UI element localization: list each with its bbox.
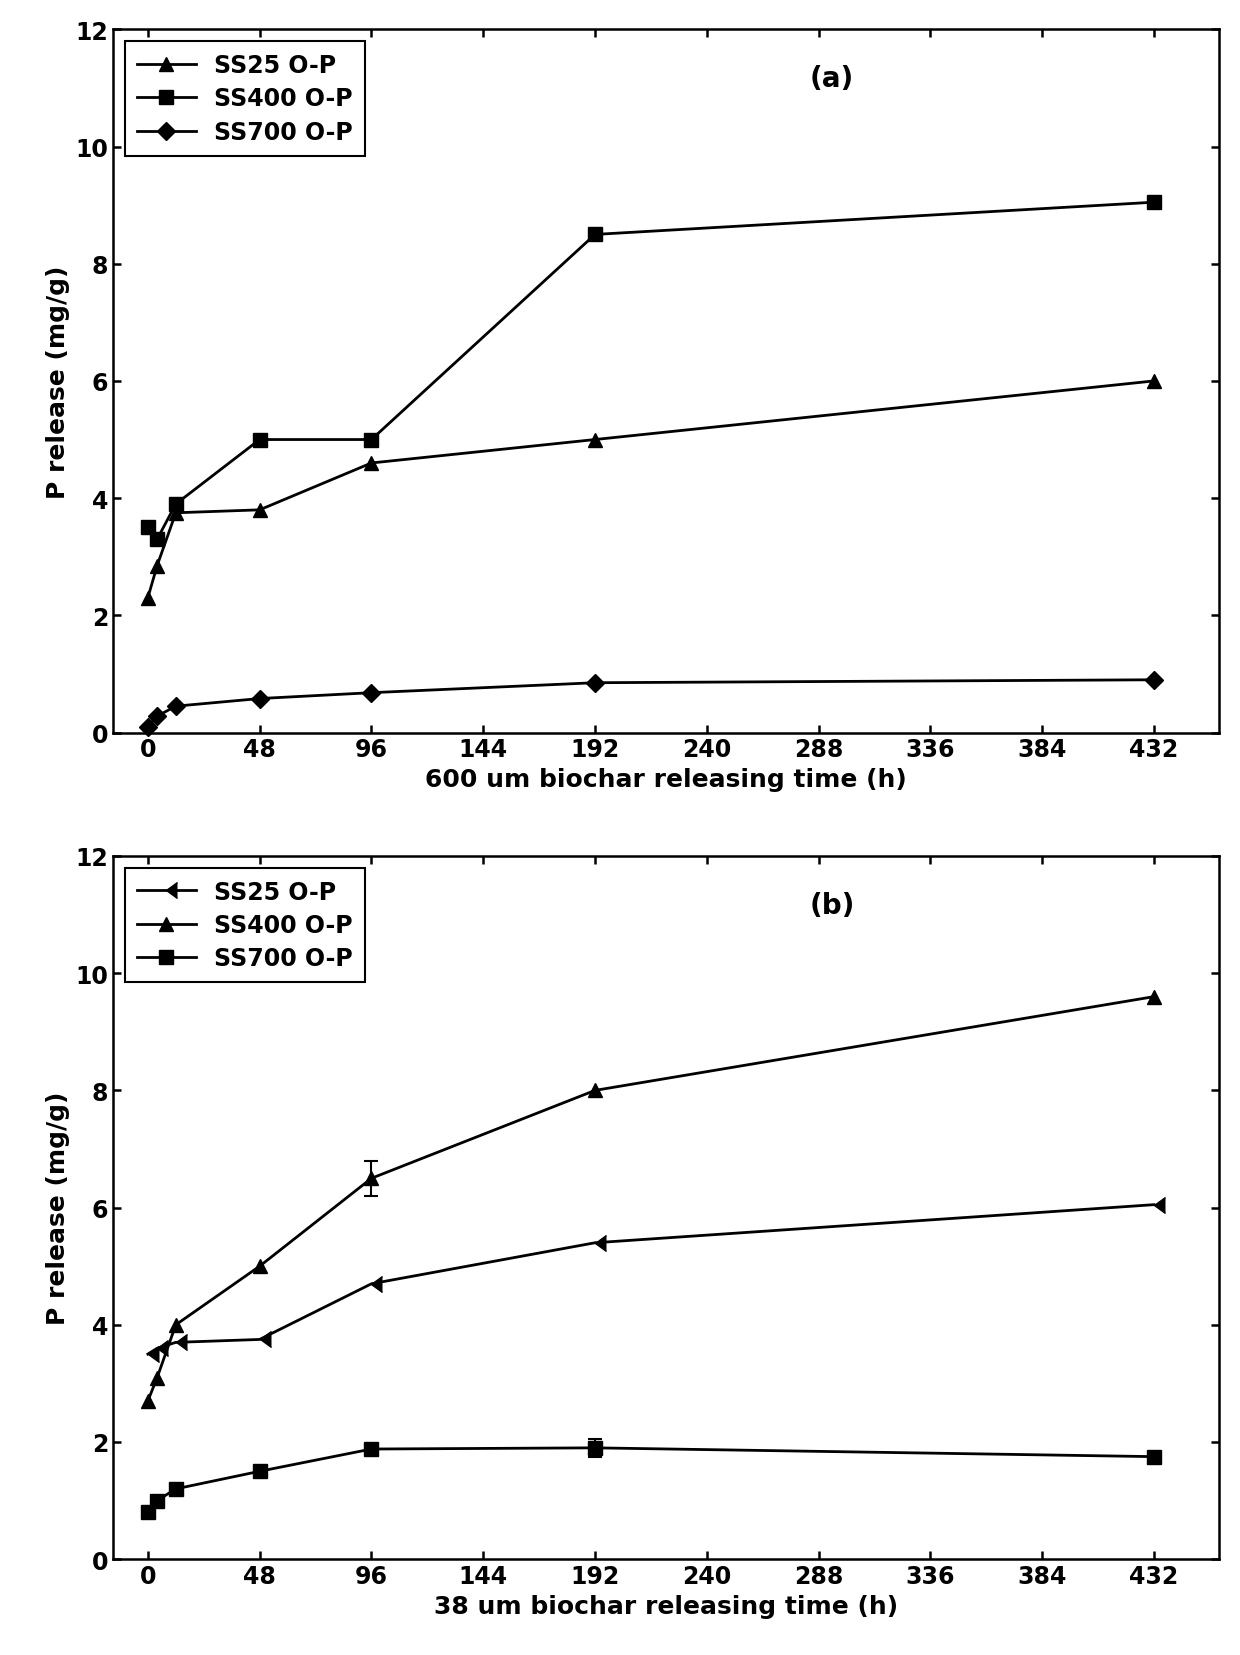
SS25 O-P <box>252 1329 267 1349</box>
SS25 O-P <box>588 1233 603 1253</box>
Line: SS700 O-P: SS700 O-P <box>141 1442 1161 1519</box>
SS400 O-P <box>140 518 155 538</box>
SS25 O-P <box>150 556 165 576</box>
SS700 O-P <box>140 1503 155 1523</box>
SS700 O-P <box>1147 1446 1162 1466</box>
Line: SS700 O-P: SS700 O-P <box>141 674 1161 733</box>
Line: SS25 O-P: SS25 O-P <box>140 1197 1162 1362</box>
SS400 O-P <box>1147 986 1162 1006</box>
SS400 O-P <box>169 1316 184 1336</box>
SS400 O-P <box>252 1256 267 1276</box>
SS700 O-P <box>365 684 379 703</box>
SS700 O-P <box>150 1491 165 1511</box>
SS700 O-P <box>588 674 603 693</box>
SS400 O-P <box>1147 194 1162 213</box>
SS700 O-P <box>150 707 165 727</box>
SS700 O-P <box>140 717 155 736</box>
SS400 O-P <box>169 495 184 515</box>
SS25 O-P <box>1147 372 1162 392</box>
SS700 O-P <box>252 688 267 708</box>
SS25 O-P <box>588 430 603 450</box>
SS400 O-P <box>588 225 603 245</box>
SS700 O-P <box>365 1440 379 1460</box>
SS700 O-P <box>1147 670 1162 690</box>
Text: (b): (b) <box>810 892 856 920</box>
SS25 O-P <box>1147 1195 1162 1215</box>
SS400 O-P <box>150 1367 165 1387</box>
Legend: SS25 O-P, SS400 O-P, SS700 O-P: SS25 O-P, SS400 O-P, SS700 O-P <box>125 41 365 157</box>
SS25 O-P <box>140 589 155 609</box>
SS700 O-P <box>252 1461 267 1481</box>
SS25 O-P <box>365 1274 379 1294</box>
SS25 O-P <box>150 1339 165 1359</box>
Line: SS25 O-P: SS25 O-P <box>141 374 1161 606</box>
Legend: SS25 O-P, SS400 O-P, SS700 O-P: SS25 O-P, SS400 O-P, SS700 O-P <box>125 869 365 983</box>
X-axis label: 600 um biochar releasing time (h): 600 um biochar releasing time (h) <box>425 768 906 791</box>
SS400 O-P <box>365 430 379 450</box>
X-axis label: 38 um biochar releasing time (h): 38 um biochar releasing time (h) <box>434 1594 898 1617</box>
SS25 O-P <box>169 503 184 523</box>
SS25 O-P <box>365 453 379 473</box>
Text: (a): (a) <box>810 66 854 93</box>
SS700 O-P <box>169 1480 184 1499</box>
SS700 O-P <box>169 697 184 717</box>
SS400 O-P <box>252 430 267 450</box>
SS400 O-P <box>150 530 165 549</box>
SS400 O-P <box>365 1168 379 1188</box>
Y-axis label: P release (mg/g): P release (mg/g) <box>46 1091 69 1324</box>
Line: SS400 O-P: SS400 O-P <box>141 990 1161 1408</box>
SS400 O-P <box>588 1081 603 1101</box>
SS25 O-P <box>169 1332 184 1352</box>
SS25 O-P <box>252 500 267 520</box>
Line: SS400 O-P: SS400 O-P <box>141 197 1161 546</box>
SS25 O-P <box>140 1344 155 1364</box>
SS700 O-P <box>588 1438 603 1458</box>
SS400 O-P <box>140 1392 155 1412</box>
Y-axis label: P release (mg/g): P release (mg/g) <box>46 265 69 498</box>
